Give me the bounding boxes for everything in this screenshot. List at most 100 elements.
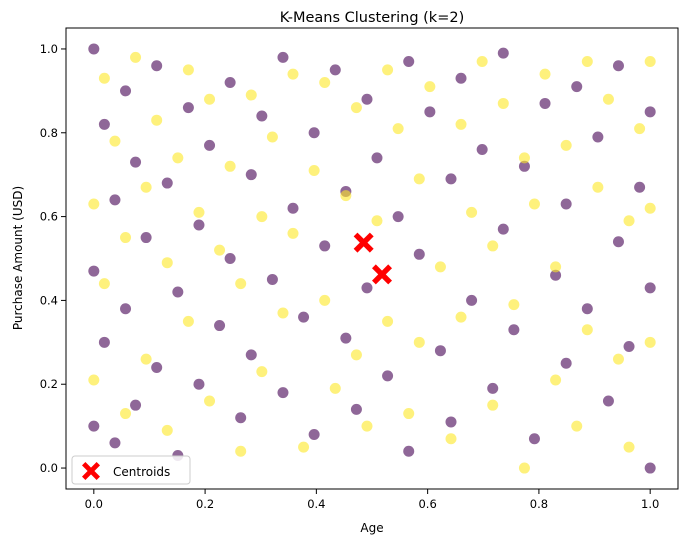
- scatter-point-cluster-1: [382, 64, 394, 76]
- scatter-point-cluster-1: [581, 56, 593, 68]
- y-tick-label: 0.6: [40, 210, 58, 224]
- scatter-point-cluster-0: [592, 131, 604, 143]
- scatter-point-cluster-0: [602, 395, 614, 407]
- scatter-point-cluster-0: [298, 311, 310, 323]
- scatter-point-cluster-0: [424, 106, 436, 118]
- scatter-point-cluster-1: [151, 114, 163, 126]
- y-tick-label: 0.2: [40, 377, 58, 391]
- scatter-point-cluster-0: [487, 382, 499, 394]
- scatter-point-cluster-1: [235, 445, 247, 457]
- legend-box: [71, 455, 191, 485]
- scatter-point-cluster-0: [130, 399, 142, 411]
- scatter-point-cluster-1: [403, 408, 415, 420]
- scatter-point-cluster-1: [424, 81, 436, 93]
- scatter-point-cluster-1: [602, 93, 614, 105]
- scatter-point-cluster-1: [466, 206, 478, 218]
- scatter-point-cluster-0: [392, 211, 404, 223]
- scatter-point-cluster-0: [371, 152, 383, 164]
- scatter-point-cluster-0: [571, 81, 583, 93]
- x-tick-label: 0.0: [85, 497, 103, 511]
- scatter-point-cluster-0: [612, 236, 624, 248]
- scatter-point-cluster-1: [245, 89, 257, 101]
- scatter-point-cluster-1: [518, 462, 530, 474]
- legend-centroid-x: [82, 462, 100, 480]
- scatter-point-cluster-0: [182, 102, 194, 114]
- scatter-point-cluster-0: [151, 361, 163, 373]
- scatter-point-cluster-0: [466, 294, 478, 306]
- scatter-point-cluster-0: [476, 144, 488, 156]
- scatter-point-cluster-1: [319, 76, 331, 88]
- scatter-point-cluster-1: [581, 324, 593, 336]
- scatter-point-cluster-1: [287, 227, 299, 239]
- x-tick-label: 0.6: [418, 497, 436, 511]
- scatter-point-cluster-1: [329, 382, 341, 394]
- scatter-point-cluster-1: [487, 240, 499, 252]
- scatter-point-cluster-1: [455, 311, 467, 323]
- scatter-point-cluster-1: [204, 93, 216, 105]
- scatter-point-cluster-1: [161, 257, 173, 269]
- scatter-point-cluster-1: [623, 215, 635, 227]
- scatter-point-cluster-0: [88, 265, 100, 277]
- scatter-point-cluster-0: [434, 345, 446, 357]
- scatter-point-cluster-0: [308, 429, 320, 441]
- scatter-point-cluster-0: [445, 416, 457, 428]
- legend-centroid-marker: [82, 462, 100, 480]
- scatter-point-cluster-0: [518, 160, 530, 172]
- x-tick-label: 1.0: [641, 497, 659, 511]
- scatter-point-cluster-1: [487, 399, 499, 411]
- legend: Centroids: [71, 455, 191, 485]
- scatter-point-cluster-1: [455, 118, 467, 130]
- scatter-point-cluster-0: [109, 437, 121, 449]
- scatter-point-cluster-1: [88, 374, 100, 386]
- scatter-point-cluster-0: [560, 357, 572, 369]
- scatter-point-cluster-0: [319, 240, 331, 252]
- points-layer: [88, 43, 656, 474]
- scatter-point-cluster-0: [623, 341, 635, 353]
- plot-frame: [65, 27, 679, 490]
- scatter-point-cluster-0: [140, 232, 152, 244]
- scatter-point-cluster-0: [350, 403, 362, 415]
- scatter-point-cluster-1: [140, 353, 152, 365]
- scatter-point-cluster-0: [644, 282, 656, 294]
- scatter-point-cluster-0: [245, 349, 257, 361]
- scatter-point-cluster-1: [550, 261, 562, 273]
- scatter-point-cluster-0: [109, 194, 121, 206]
- scatter-point-cluster-0: [528, 433, 540, 445]
- scatter-point-cluster-1: [120, 408, 132, 420]
- y-tick-label: 1.0: [40, 42, 58, 56]
- scatter-point-cluster-1: [130, 51, 142, 63]
- scatter-point-cluster-1: [371, 215, 383, 227]
- scatter-point-cluster-0: [245, 169, 257, 181]
- scatter-point-cluster-1: [224, 160, 236, 172]
- scatter-point-cluster-0: [151, 60, 163, 72]
- scatter-point-cluster-0: [413, 248, 425, 260]
- scatter-point-cluster-1: [445, 433, 457, 445]
- scatter-point-cluster-0: [224, 76, 236, 88]
- scatter-point-cluster-1: [340, 190, 352, 202]
- centroid-marker: [353, 232, 374, 253]
- scatter-point-cluster-0: [266, 273, 278, 285]
- scatter-point-cluster-1: [392, 123, 404, 135]
- scatter-point-cluster-0: [277, 51, 289, 63]
- scatter-point-cluster-0: [581, 303, 593, 315]
- scatter-point-cluster-1: [644, 336, 656, 348]
- scatter-point-cluster-1: [235, 278, 247, 290]
- scatter-point-cluster-1: [308, 164, 320, 176]
- scatter-point-cluster-1: [319, 294, 331, 306]
- scatter-point-cluster-0: [612, 60, 624, 72]
- scatter-point-cluster-1: [161, 424, 173, 436]
- scatter-point-cluster-0: [193, 219, 205, 231]
- scatter-point-cluster-0: [634, 181, 646, 193]
- scatter-point-cluster-1: [193, 206, 205, 218]
- scatter-point-cluster-1: [350, 349, 362, 361]
- scatter-point-cluster-0: [644, 106, 656, 118]
- scatter-point-cluster-0: [308, 127, 320, 139]
- scatter-point-cluster-1: [550, 374, 562, 386]
- legend-centroids-label: Centroids: [113, 465, 170, 479]
- scatter-point-cluster-1: [98, 72, 110, 84]
- scatter-point-cluster-1: [413, 173, 425, 185]
- scatter-point-cluster-0: [539, 97, 551, 109]
- scatter-point-cluster-0: [120, 303, 132, 315]
